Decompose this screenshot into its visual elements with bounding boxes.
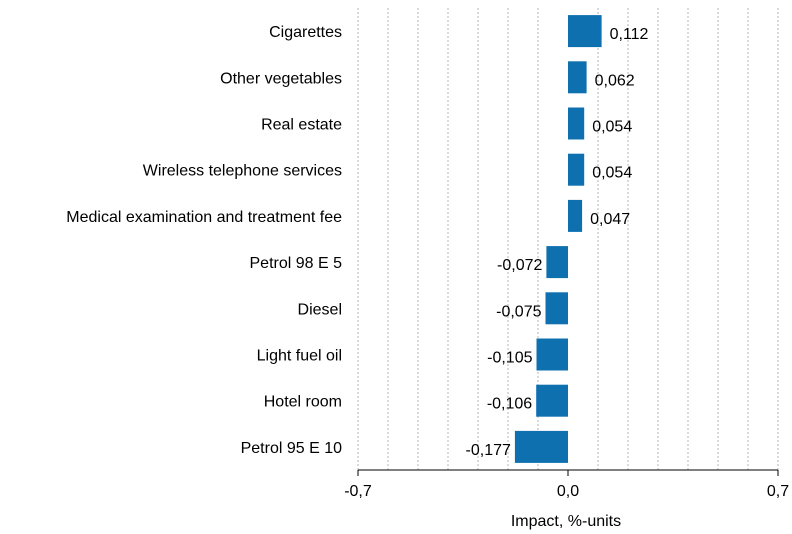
bar: [568, 153, 585, 186]
category-label: Medical examination and treatment fee: [66, 209, 342, 226]
value-label: -0,177: [466, 442, 511, 459]
category-label: Wireless telephone services: [143, 163, 342, 180]
value-labels: 0,112 0,062 0,054 0,054 0,047 -0,072 -0,075 -0,…: [466, 26, 649, 459]
bars: [514, 15, 602, 463]
category-label: Cigarettes: [269, 24, 342, 41]
bar: [514, 430, 568, 463]
bar: [568, 107, 585, 140]
bar: [546, 246, 568, 279]
category-label: Other vegetables: [220, 70, 342, 87]
value-label: 0,054: [592, 165, 632, 182]
bar: [536, 384, 568, 417]
category-label: Light fuel oil: [257, 348, 342, 365]
value-label: -0,072: [497, 257, 542, 274]
bar: [536, 338, 568, 371]
value-label: 0,112: [610, 26, 649, 43]
bar: [568, 15, 602, 48]
value-label: 0,047: [590, 211, 630, 228]
category-label: Diesel: [298, 301, 342, 318]
value-label: -0,075: [496, 303, 541, 320]
value-label: 0,054: [592, 119, 632, 136]
category-label: Petrol 95 E 10: [241, 440, 343, 457]
bar: [545, 292, 568, 325]
bar: [568, 199, 583, 232]
x-tick-label: 0,0: [557, 483, 579, 500]
x-tick-label: 0,7: [767, 483, 789, 500]
value-label: -0,106: [487, 396, 532, 413]
category-label: Hotel room: [264, 394, 342, 411]
category-label: Real estate: [261, 117, 342, 134]
x-axis: -0,7 0,0 0,7: [344, 469, 789, 500]
value-label: -0,105: [487, 350, 532, 367]
category-labels: Cigarettes Other vegetables Real estate Wir…: [66, 24, 342, 457]
x-tick-label: -0,7: [344, 483, 372, 500]
x-axis-title: Impact, %-units: [511, 513, 621, 530]
category-label: Petrol 98 E 5: [250, 255, 343, 272]
value-label: 0,062: [595, 72, 635, 89]
bar: [568, 61, 587, 94]
